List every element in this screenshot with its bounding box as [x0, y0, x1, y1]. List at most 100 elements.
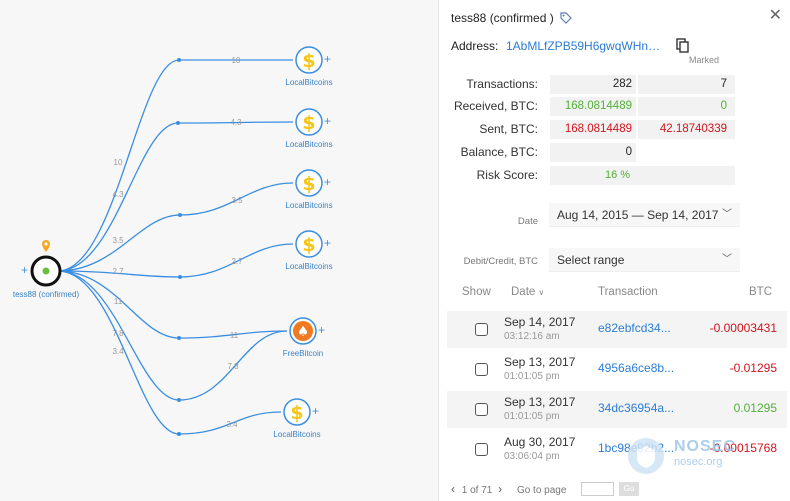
edge-amount-label: 11	[230, 331, 239, 340]
center-node-label: tess88 (confirmed)	[12, 290, 80, 299]
edge-amount-label: 3.5	[231, 196, 243, 205]
expand-plus-icon[interactable]: +	[312, 404, 320, 418]
graph-edge	[57, 270, 180, 339]
graph-edge	[178, 330, 288, 339]
edge-amount-label: 10	[232, 56, 241, 65]
center-address-node[interactable]	[30, 255, 62, 287]
graph-edge	[178, 411, 282, 435]
date-range-select[interactable]: Aug 14, 2015 — Sep 14, 2017 ﹀	[549, 203, 740, 227]
address-value[interactable]: 1AbMLfZPB59H6gwqWHnA...	[506, 39, 666, 53]
show-checkbox[interactable]	[475, 443, 488, 456]
row-time: 03:06:04 pm	[504, 451, 560, 462]
edge-knot	[176, 121, 180, 125]
row-date: Sep 14, 2017	[504, 315, 576, 329]
dollar-icon: $	[302, 50, 315, 72]
spade-icon	[293, 321, 313, 341]
graph-edge	[57, 270, 180, 435]
pagination: ‹ 1 of 71 › Go to page	[451, 482, 566, 496]
stat-label: Received, BTC:	[453, 99, 538, 113]
column-show: Show	[462, 286, 491, 298]
row-date: Aug 30, 2017	[504, 435, 576, 449]
node-label: LocalBitcoins	[273, 430, 321, 439]
svg-text:♠: ♠	[297, 324, 310, 340]
marked-header: Marked	[689, 55, 720, 65]
stat-value: 282	[550, 75, 636, 94]
edge-amount-label: 2.7	[112, 267, 124, 276]
edge-knot	[177, 398, 181, 402]
show-checkbox[interactable]	[475, 403, 488, 416]
edge-knot	[177, 432, 181, 436]
freebitcoin-node[interactable]: ♠	[289, 317, 317, 345]
localbitcoins-node[interactable]: $	[283, 398, 311, 426]
row-btc-amount: -0.00015768	[709, 441, 777, 455]
edge-amount-label: 7.8	[112, 329, 124, 338]
stat-label: Risk Score:	[476, 168, 538, 182]
close-icon[interactable]: ✕	[768, 7, 782, 24]
panel-title: tess88 (confirmed )	[451, 11, 554, 25]
edge-amount-label: 4.3	[112, 190, 124, 199]
edge-knot	[177, 58, 181, 62]
row-time: 01:01:05 pm	[504, 371, 560, 382]
prev-page-icon[interactable]: ‹	[451, 482, 455, 496]
row-time: 01:01:05 pm	[504, 411, 560, 422]
graph-edge	[178, 330, 288, 401]
graph-edge	[57, 122, 179, 272]
stat-label: Transactions:	[466, 77, 538, 91]
watermark-name: NOSEC	[674, 438, 736, 455]
watermark-logo-icon	[628, 438, 664, 474]
date-label: Date	[517, 216, 538, 227]
dollar-icon: $	[302, 173, 315, 195]
copy-icon[interactable]	[675, 37, 691, 53]
go-button[interactable]: Go	[619, 482, 639, 496]
edge-amount-label: 4.3	[230, 118, 242, 127]
location-pin-icon	[42, 240, 50, 252]
show-checkbox[interactable]	[475, 363, 488, 376]
expand-plus-icon[interactable]: +	[324, 236, 332, 250]
edge-amount-label: 3.4	[226, 420, 238, 429]
total-pages: of 71	[470, 485, 493, 496]
debit-credit-select[interactable]: Select range ﹀	[549, 248, 740, 272]
row-transaction-link[interactable]: e82ebfcd34...	[598, 321, 671, 335]
chevron-down-icon: ﹀	[722, 209, 732, 220]
goto-page-input[interactable]	[581, 482, 614, 496]
expand-plus-icon[interactable]: +	[324, 114, 332, 128]
graph-edge	[57, 214, 181, 272]
row-transaction-link[interactable]: 4956a6ce8b...	[598, 361, 675, 375]
debit-credit-placeholder: Select range	[557, 253, 625, 267]
node-label: LocalBitcoins	[285, 140, 333, 149]
localbitcoins-node[interactable]: $	[295, 230, 323, 258]
table-row: Sep 14, 2017 03:12:16 am e82ebfcd34... -0.0…	[447, 311, 787, 348]
row-transaction-link[interactable]: 34dc36954a...	[598, 401, 675, 415]
edge-knot	[178, 275, 182, 279]
row-btc-amount: -0.01295	[729, 361, 777, 375]
row-btc-amount: 0.01295	[733, 401, 777, 415]
column-btc: BTC	[749, 286, 772, 298]
address-label: Address:	[451, 39, 499, 53]
tag-icon[interactable]	[560, 12, 572, 24]
expand-plus-icon[interactable]: +	[324, 52, 332, 66]
dollar-icon: $	[302, 112, 315, 134]
expand-plus-icon[interactable]: +	[21, 263, 29, 277]
show-checkbox[interactable]	[475, 323, 488, 336]
column-date[interactable]: Date ∨	[511, 286, 545, 298]
row-date: Sep 13, 2017	[504, 355, 576, 369]
watermark: NOSEC nosec.org	[626, 436, 772, 476]
edge-amount-label: 10	[114, 158, 123, 167]
next-page-icon[interactable]: ›	[498, 482, 503, 496]
node-label: LocalBitcoins	[285, 262, 333, 271]
column-transaction: Transaction	[598, 286, 658, 298]
localbitcoins-node[interactable]: $	[295, 108, 323, 136]
graph-edge	[57, 270, 181, 278]
row-btc-amount: -0.00003431	[709, 321, 777, 335]
address-detail-panel: tess88 (confirmed ) ✕ Address: 1AbMLfZPB…	[438, 0, 790, 501]
edge-amount-label: 2.7	[231, 257, 243, 266]
row-date: Sep 13, 2017	[504, 395, 576, 409]
chevron-down-icon: ﹀	[722, 254, 732, 265]
expand-plus-icon[interactable]: +	[324, 175, 332, 189]
localbitcoins-node[interactable]: $	[295, 46, 323, 74]
graph-canvas[interactable]: 10 10 4.3 4.3 3.5 3.5 2.7 2.7 11 11 7.8 7.8 3.4 3.4 $ $…	[0, 0, 438, 501]
localbitcoins-node[interactable]: $	[295, 169, 323, 197]
expand-plus-icon[interactable]: +	[318, 323, 326, 337]
graph-edge	[57, 270, 180, 401]
stat-marked-value: 7	[638, 75, 735, 94]
